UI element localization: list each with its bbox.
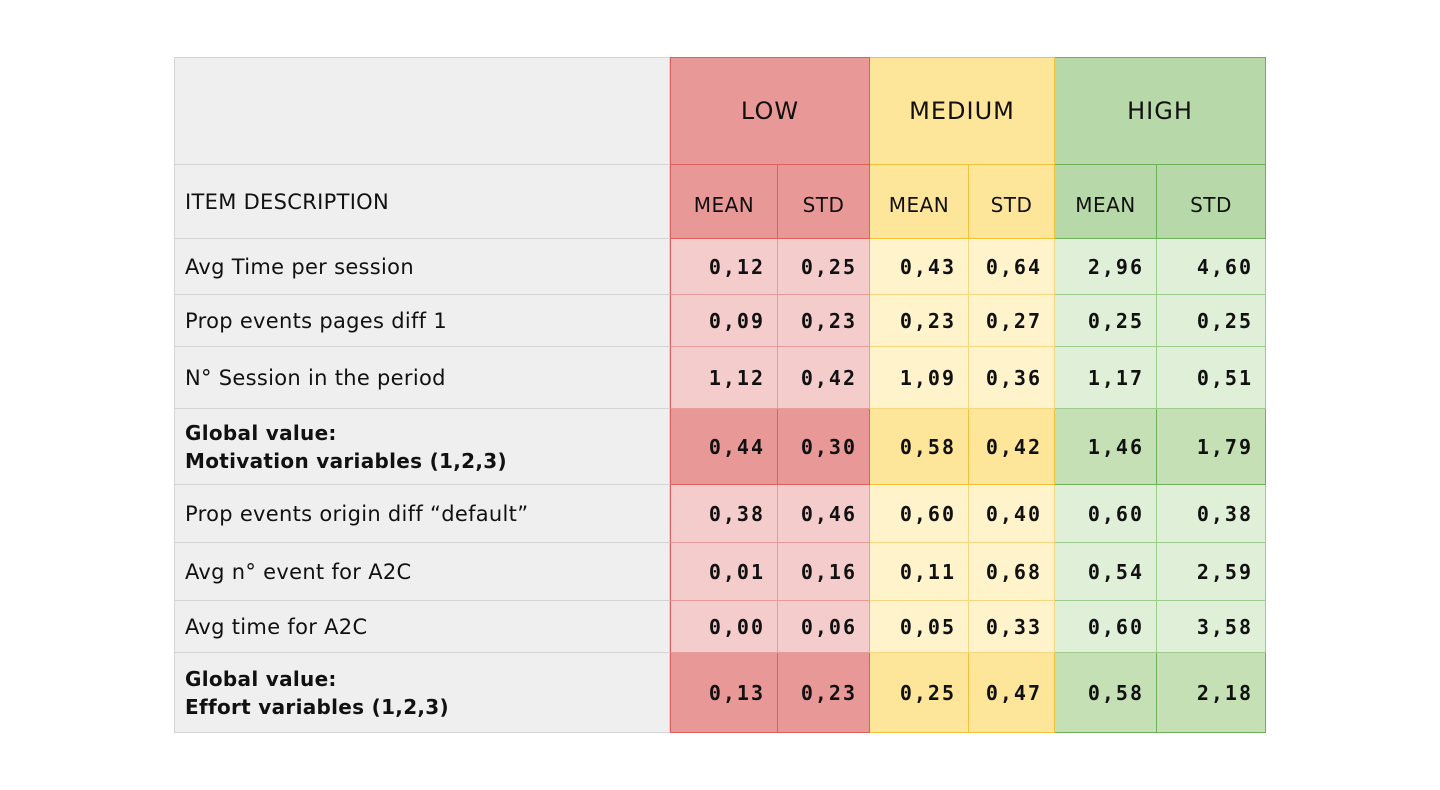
cell-low-std: 0,25: [778, 239, 870, 295]
cell-high-mean: 0,58: [1055, 653, 1157, 733]
cell-low-std: 0,46: [778, 485, 870, 543]
cell-medium-mean: 0,58: [870, 409, 969, 485]
cell-high-std: 2,59: [1157, 543, 1266, 601]
item-description-header: ITEM DESCRIPTION: [174, 165, 670, 239]
low-std-header: STD: [778, 165, 870, 239]
row-label-line1: Global value:: [185, 420, 337, 445]
group-header-low: LOW: [670, 57, 870, 165]
row-label-session-in-period: N° Session in the period: [174, 347, 670, 409]
cell-high-std: 1,79: [1157, 409, 1266, 485]
cell-low-std: 0,23: [778, 653, 870, 733]
cell-high-std: 2,18: [1157, 653, 1266, 733]
row-label-line2: Effort variables (1,2,3): [185, 694, 449, 719]
cell-medium-std: 0,64: [969, 239, 1055, 295]
row-label-prop-events-origin: Prop events origin diff “default”: [174, 485, 670, 543]
row-label-avg-time-per-session: Avg Time per session: [174, 239, 670, 295]
row-label-global-motivation: Global value: Motivation variables (1,2,…: [174, 409, 670, 485]
cell-low-mean: 0,09: [670, 295, 778, 347]
medium-std-header: STD: [969, 165, 1055, 239]
cell-high-std: 0,38: [1157, 485, 1266, 543]
row-label-avg-time-a2c: Avg time for A2C: [174, 601, 670, 653]
row-label-line2: Motivation variables (1,2,3): [185, 448, 507, 473]
cell-high-mean: 1,17: [1055, 347, 1157, 409]
cell-medium-std: 0,27: [969, 295, 1055, 347]
group-header-high: HIGH: [1055, 57, 1266, 165]
cell-high-std: 4,60: [1157, 239, 1266, 295]
cell-high-std: 0,25: [1157, 295, 1266, 347]
cell-high-mean: 0,25: [1055, 295, 1157, 347]
cell-medium-std: 0,40: [969, 485, 1055, 543]
cell-medium-std: 0,47: [969, 653, 1055, 733]
cell-medium-std: 0,42: [969, 409, 1055, 485]
cell-low-mean: 0,01: [670, 543, 778, 601]
cell-high-mean: 0,54: [1055, 543, 1157, 601]
cell-low-mean: 0,00: [670, 601, 778, 653]
cell-medium-mean: 0,25: [870, 653, 969, 733]
cell-low-mean: 1,12: [670, 347, 778, 409]
cell-low-std: 0,42: [778, 347, 870, 409]
cell-medium-mean: 1,09: [870, 347, 969, 409]
row-label-line1: Global value:: [185, 666, 337, 691]
cell-low-mean: 0,38: [670, 485, 778, 543]
cell-low-std: 0,16: [778, 543, 870, 601]
row-label-prop-events-pages: Prop events pages diff 1: [174, 295, 670, 347]
cell-low-std: 0,30: [778, 409, 870, 485]
results-table: LOW MEDIUM HIGH ITEM DESCRIPTION MEAN ST…: [174, 57, 1266, 733]
cell-low-mean: 0,44: [670, 409, 778, 485]
cell-high-std: 3,58: [1157, 601, 1266, 653]
row-label-global-effort: Global value: Effort variables (1,2,3): [174, 653, 670, 733]
row-label-avg-event-a2c: Avg n° event for A2C: [174, 543, 670, 601]
cell-medium-std: 0,33: [969, 601, 1055, 653]
cell-high-std: 0,51: [1157, 347, 1266, 409]
group-header-medium: MEDIUM: [870, 57, 1055, 165]
cell-medium-mean: 0,05: [870, 601, 969, 653]
cell-high-mean: 0,60: [1055, 601, 1157, 653]
cell-medium-std: 0,36: [969, 347, 1055, 409]
cell-low-std: 0,06: [778, 601, 870, 653]
cell-medium-mean: 0,60: [870, 485, 969, 543]
cell-medium-mean: 0,23: [870, 295, 969, 347]
cell-medium-std: 0,68: [969, 543, 1055, 601]
high-std-header: STD: [1157, 165, 1266, 239]
medium-mean-header: MEAN: [870, 165, 969, 239]
cell-high-mean: 0,60: [1055, 485, 1157, 543]
cell-low-mean: 0,13: [670, 653, 778, 733]
corner-cell: [174, 57, 670, 165]
cell-medium-mean: 0,43: [870, 239, 969, 295]
low-mean-header: MEAN: [670, 165, 778, 239]
high-mean-header: MEAN: [1055, 165, 1157, 239]
cell-medium-mean: 0,11: [870, 543, 969, 601]
cell-high-mean: 1,46: [1055, 409, 1157, 485]
cell-low-std: 0,23: [778, 295, 870, 347]
cell-high-mean: 2,96: [1055, 239, 1157, 295]
cell-low-mean: 0,12: [670, 239, 778, 295]
